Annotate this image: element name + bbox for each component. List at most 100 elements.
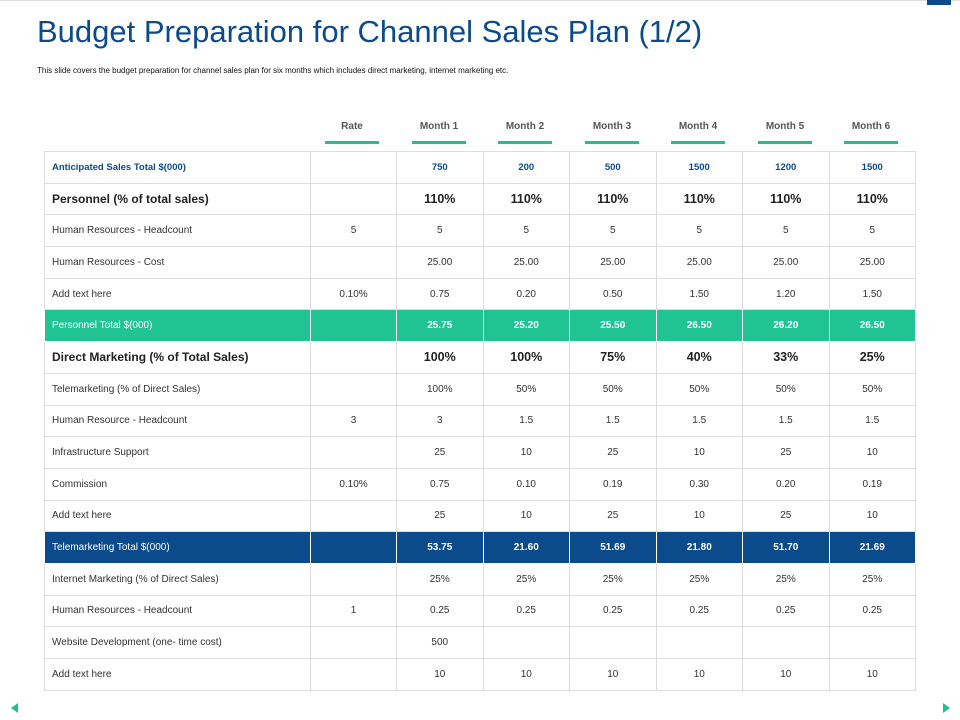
table-row: Internet Marketing (% of Direct Sales) 25…: [44, 562, 916, 596]
column-underline-rate: [325, 141, 379, 144]
month-3-cell: 25%: [569, 562, 657, 596]
section-row: Personnel (% of total sales) 110% 110% 110%…: [44, 182, 916, 216]
month-5-cell: 0.25: [742, 594, 830, 628]
month-5-cell: 33%: [742, 341, 830, 374]
month-1-cell: 25: [396, 499, 484, 533]
month-2-cell: 110%: [482, 182, 570, 216]
month-3-cell: 110%: [569, 182, 657, 216]
column-underline-month-2: [498, 141, 552, 144]
table-row: Website Development (one- time cost) 500: [44, 626, 916, 659]
row-label: Telemarketing (% of Direct Sales): [44, 372, 311, 406]
month-4-cell: [655, 626, 743, 659]
month-2-cell: 25.00: [482, 246, 570, 279]
table-row: Add text here 0.10% 0.75 0.20 0.50 1.50 1.20 1.…: [44, 277, 916, 311]
row-label: Commission: [44, 467, 311, 501]
month-6-cell: 26.50: [828, 309, 916, 343]
rate-cell: 3: [310, 404, 397, 438]
month-2-cell: 200: [482, 151, 570, 184]
column-header-rate: Rate: [341, 121, 363, 132]
total-row: Telemarketing Total $(000) 53.75 21.60 51.6…: [44, 531, 916, 564]
month-1-cell: 0.25: [396, 594, 484, 628]
row-label: Human Resource - Headcount: [44, 404, 311, 438]
rate-cell: [310, 658, 397, 691]
rate-cell: 5: [310, 214, 397, 248]
month-4-cell: 1500: [655, 151, 743, 184]
month-5-cell: 5: [742, 214, 830, 248]
month-3-cell: 10: [569, 658, 657, 691]
rate-cell: 0.10%: [310, 277, 397, 311]
month-4-cell: 26.50: [655, 309, 743, 343]
row-label: Human Resources - Headcount: [44, 594, 311, 628]
month-6-cell: 1500: [828, 151, 916, 184]
rate-cell: [310, 341, 397, 374]
month-6-cell: 0.25: [828, 594, 916, 628]
month-5-cell: 110%: [742, 182, 830, 216]
month-5-cell: 25%: [742, 562, 830, 596]
total-row: Personnel Total $(000) 25.75 25.20 25.50 26.…: [44, 309, 916, 343]
next-slide-arrow-icon[interactable]: [943, 703, 950, 713]
month-2-cell: 100%: [482, 341, 570, 374]
row-label: Add text here: [44, 499, 311, 533]
month-6-cell: 25%: [828, 562, 916, 596]
top-border-line: [0, 0, 960, 1]
month-2-cell: [482, 626, 570, 659]
month-6-cell: 21.69: [828, 531, 916, 564]
rate-cell: [310, 531, 397, 564]
month-3-cell: 0.50: [569, 277, 657, 311]
month-3-cell: 1.5: [569, 404, 657, 438]
month-6-cell: 25.00: [828, 246, 916, 279]
month-2-cell: 5: [482, 214, 570, 248]
month-1-cell: 25: [396, 436, 484, 469]
month-3-cell: 75%: [569, 341, 657, 374]
rate-cell: [310, 372, 397, 406]
month-1-cell: 500: [396, 626, 484, 659]
month-6-cell: 1.50: [828, 277, 916, 311]
month-3-cell: 51.69: [569, 531, 657, 564]
rate-cell: [310, 626, 397, 659]
row-label: Personnel Total $(000): [44, 309, 311, 343]
month-5-cell: 1.5: [742, 404, 830, 438]
month-5-cell: 10: [742, 658, 830, 691]
month-3-cell: 50%: [569, 372, 657, 406]
month-5-cell: 25.00: [742, 246, 830, 279]
row-label: Add text here: [44, 658, 311, 691]
column-underline-month-5: [758, 141, 812, 144]
column-header-month-2: Month 2: [505, 121, 545, 132]
row-label: Website Development (one- time cost): [44, 626, 311, 659]
row-label: Direct Marketing (% of Total Sales): [44, 341, 311, 374]
month-1-cell: 100%: [396, 372, 484, 406]
section-row: Direct Marketing (% of Total Sales) 100% 1…: [44, 341, 916, 374]
rate-cell: [310, 309, 397, 343]
column-header-month-1: Month 1: [419, 121, 459, 132]
month-4-cell: 10: [655, 499, 743, 533]
month-4-cell: 0.25: [655, 594, 743, 628]
month-3-cell: 0.25: [569, 594, 657, 628]
month-3-cell: 25: [569, 436, 657, 469]
month-5-cell: 1200: [742, 151, 830, 184]
month-3-cell: 25.00: [569, 246, 657, 279]
column-header-month-3: Month 3: [592, 121, 632, 132]
rate-cell: 0.10%: [310, 467, 397, 501]
month-1-cell: 53.75: [396, 531, 484, 564]
budget-table-body: Anticipated Sales Total $(000) 750 200 500 1…: [44, 151, 916, 691]
column-underline-month-4: [671, 141, 725, 144]
rate-cell: [310, 562, 397, 596]
month-5-cell: 25: [742, 436, 830, 469]
corner-accent-mark: [927, 0, 951, 5]
month-3-cell: 25: [569, 499, 657, 533]
month-4-cell: 25.00: [655, 246, 743, 279]
month-1-cell: 25.75: [396, 309, 484, 343]
month-4-cell: 10: [655, 658, 743, 691]
month-6-cell: 10: [828, 658, 916, 691]
month-3-cell: 5: [569, 214, 657, 248]
column-header-month-5: Month 5: [765, 121, 805, 132]
month-1-cell: 10: [396, 658, 484, 691]
month-1-cell: 25%: [396, 562, 484, 596]
previous-slide-arrow-icon[interactable]: [11, 703, 18, 713]
month-2-cell: 10: [482, 658, 570, 691]
month-2-cell: 50%: [482, 372, 570, 406]
month-2-cell: 0.10: [482, 467, 570, 501]
summary-row: Anticipated Sales Total $(000) 750 200 500 1…: [44, 151, 916, 184]
month-1-cell: 100%: [396, 341, 484, 374]
month-6-cell: 1.5: [828, 404, 916, 438]
